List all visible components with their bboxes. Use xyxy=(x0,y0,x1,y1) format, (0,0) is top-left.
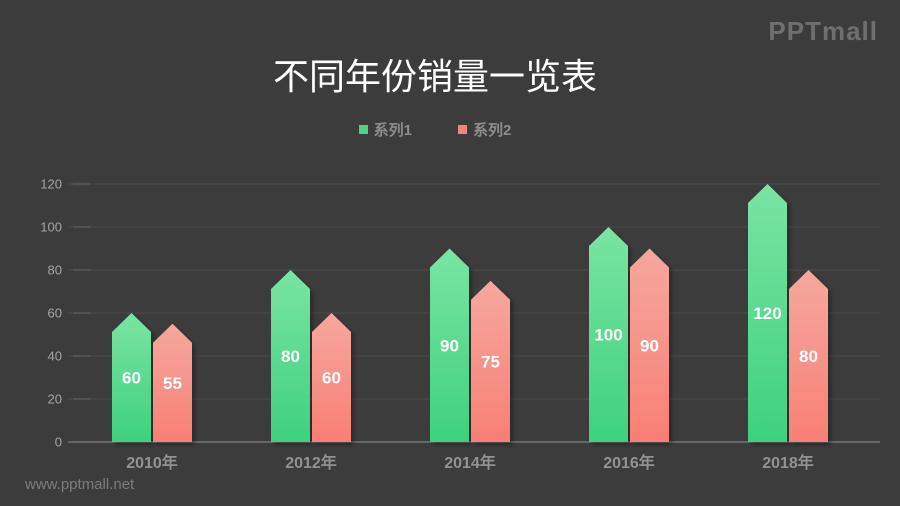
legend-item-series1: 系列1 xyxy=(358,119,412,140)
bar-value-label-series1-2012年: 80 xyxy=(281,347,300,366)
bar-value-label-series1-2018年: 120 xyxy=(753,304,781,323)
pptmall-logo: PPTmall xyxy=(768,16,878,46)
bar-series1-2010年 xyxy=(112,313,151,442)
bar-value-label-series2-2012年: 60 xyxy=(322,369,341,388)
chart-legend: 系列1 系列2 xyxy=(0,119,870,140)
legend-label-series2: 系列2 xyxy=(473,122,512,139)
bar-value-label-series1-2010年: 60 xyxy=(122,369,141,388)
x-tick-label-2018年: 2018年 xyxy=(762,453,814,472)
bar-value-label-series2-2014年: 75 xyxy=(481,352,500,371)
y-tick-label-100: 100 xyxy=(40,220,62,235)
bar-value-label-series2-2018年: 80 xyxy=(799,347,818,366)
y-tick-label-60: 60 xyxy=(48,306,62,321)
x-tick-label-2012年: 2012年 xyxy=(285,453,337,472)
y-tick-label-0: 0 xyxy=(55,435,62,450)
bar-series2-2014年 xyxy=(471,280,510,442)
bar-series1-2014年 xyxy=(430,248,469,442)
x-tick-label-2016年: 2016年 xyxy=(603,453,655,472)
y-tick-label-20: 20 xyxy=(48,392,62,407)
legend-item-series2: 系列2 xyxy=(458,119,511,140)
legend-swatch-series1-icon xyxy=(358,125,368,134)
x-tick-label-2014年: 2014年 xyxy=(444,453,496,472)
watermark: www.pptmall.net xyxy=(25,476,135,493)
bar-value-label-series1-2014年: 90 xyxy=(440,336,459,355)
y-tick-label-40: 40 xyxy=(48,349,62,364)
bar-series2-2016年 xyxy=(630,248,669,442)
bar-value-label-series2-2010年: 55 xyxy=(163,374,182,393)
legend-swatch-series2-icon xyxy=(458,125,467,134)
y-tick-label-80: 80 xyxy=(48,263,62,278)
legend-label-series1: 系列1 xyxy=(373,122,412,139)
bar-series1-2016年 xyxy=(589,227,628,442)
bar-value-label-series1-2016年: 100 xyxy=(594,326,622,345)
bar-series1-2018年 xyxy=(748,184,787,442)
bar-series1-2012年 xyxy=(271,270,310,442)
x-tick-label-2010年: 2010年 xyxy=(126,453,178,472)
chart-title: 不同年份销量一览表 xyxy=(272,56,597,97)
y-tick-label-120: 120 xyxy=(40,177,62,192)
bar-series2-2018年 xyxy=(789,270,828,442)
bar-series2-2010年 xyxy=(153,323,192,442)
bar-series2-2012年 xyxy=(312,313,351,442)
bar-value-label-series2-2016年: 90 xyxy=(640,336,659,355)
